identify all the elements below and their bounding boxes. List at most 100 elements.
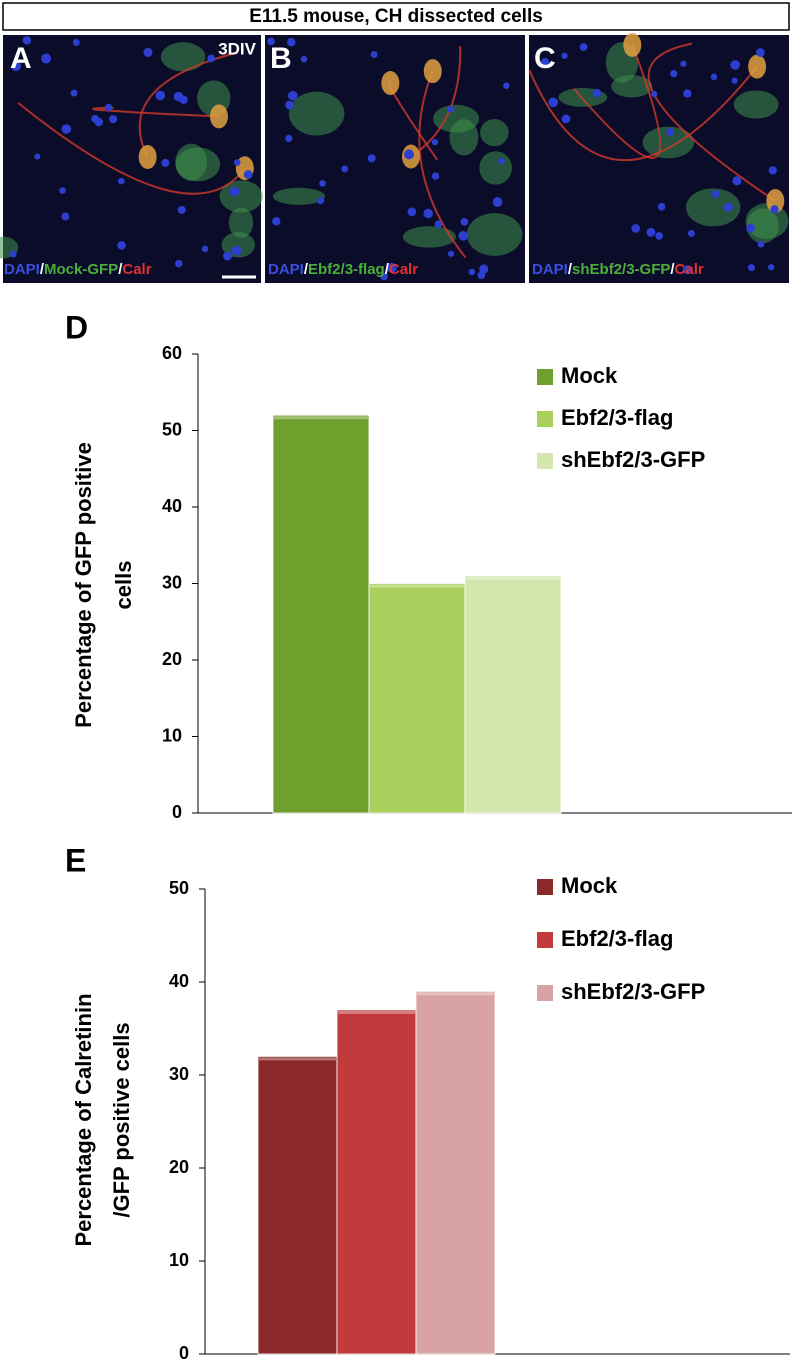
y-tick-label: 20 <box>162 649 182 669</box>
caption-part: DAPI <box>268 261 304 278</box>
nucleus <box>730 60 741 70</box>
nucleus <box>233 159 241 166</box>
nucleus <box>91 114 99 123</box>
nucleus <box>651 90 658 98</box>
nucleus <box>300 55 308 63</box>
nucleus <box>287 38 296 47</box>
nucleus <box>687 229 695 237</box>
bar <box>368 583 466 814</box>
nucleus <box>404 149 415 160</box>
cell-body <box>138 145 157 170</box>
nucleus <box>477 271 486 280</box>
caption-part: / <box>118 261 123 278</box>
nucleus <box>657 202 666 211</box>
bar-highlight <box>338 1010 415 1014</box>
nucleus <box>34 153 41 160</box>
cell-body <box>746 208 779 244</box>
nucleus <box>407 207 417 217</box>
legend-label: Mock <box>561 873 618 898</box>
neurite <box>92 106 220 118</box>
caption: DAPI/shEbf2/3-GFP/Calr <box>532 261 704 278</box>
caption: DAPI/Mock-GFP/Calr <box>4 261 152 278</box>
y-tick-label: 0 <box>179 1343 189 1359</box>
nucleus <box>431 172 440 180</box>
nucleus <box>680 60 687 67</box>
y-axis-label: /GFP positive cells <box>109 1022 134 1217</box>
legend-swatch <box>537 985 553 1001</box>
bar-highlight <box>370 584 464 588</box>
cell-body <box>175 147 221 182</box>
cell-body <box>433 104 480 133</box>
nucleus <box>540 57 550 67</box>
caption-part: / <box>670 261 675 278</box>
nucleus <box>285 100 294 110</box>
nucleus <box>579 43 588 52</box>
nucleus <box>267 37 275 46</box>
nucleus <box>561 114 571 124</box>
neurite <box>528 66 758 162</box>
panel-label: C <box>534 42 556 75</box>
nucleus <box>770 205 779 214</box>
bar <box>336 1009 417 1355</box>
nucleus <box>161 158 170 167</box>
nucleus <box>711 190 720 198</box>
y-axis-label: cells <box>111 561 136 610</box>
bar <box>257 1056 338 1355</box>
cell-body <box>288 91 345 136</box>
nucleus <box>755 48 765 57</box>
nucleus <box>319 180 326 187</box>
nucleus <box>423 208 433 219</box>
nucleus <box>143 47 153 57</box>
nucleus <box>317 197 325 205</box>
y-tick-label: 40 <box>169 971 189 991</box>
legend-swatch <box>537 369 553 385</box>
title-box <box>2 2 790 31</box>
nucleus <box>670 70 678 78</box>
nucleus <box>386 262 397 273</box>
cell-body <box>219 180 263 213</box>
nucleus <box>155 90 166 101</box>
y-tick-label: 0 <box>172 802 182 822</box>
cell-body <box>209 104 228 129</box>
caption-part: Calr <box>389 261 418 278</box>
figure-title: E11.5 mouse, CH dissected cells <box>249 6 543 27</box>
cell-body <box>160 42 206 72</box>
bar-highlight <box>417 992 494 996</box>
nucleus <box>631 224 640 233</box>
neurite <box>17 102 246 195</box>
legend-label: shEbf2/3-GFP <box>561 979 705 1004</box>
caption-part: DAPI <box>4 261 40 278</box>
caption-part: / <box>568 261 573 278</box>
nucleus <box>61 124 72 134</box>
caption-part: Ebf2/3-flag <box>308 261 385 278</box>
cell-body <box>402 226 456 248</box>
bar-highlight <box>466 576 560 580</box>
legend-swatch <box>537 453 553 469</box>
nucleus <box>177 205 186 214</box>
nucleus <box>72 38 80 46</box>
micrographs <box>0 32 789 283</box>
nucleus <box>175 259 183 268</box>
nucleus <box>70 89 78 97</box>
bar <box>272 414 370 814</box>
nucleus <box>118 177 125 185</box>
nucleus <box>731 77 738 84</box>
nucleus <box>341 165 349 173</box>
legend-swatch <box>537 879 553 895</box>
caption-part: shEbf2/3-GFP <box>572 261 670 278</box>
y-tick-label: 30 <box>162 572 182 592</box>
nucleus <box>655 232 664 240</box>
y-tick-label: 10 <box>169 1250 189 1270</box>
nucleus <box>231 245 242 256</box>
nucleus <box>460 217 469 226</box>
y-tick-label: 10 <box>162 725 182 745</box>
nucleus <box>468 268 476 276</box>
nucleus <box>447 105 455 113</box>
nucleus <box>723 202 733 212</box>
nucleus <box>229 186 240 197</box>
legend-label: Ebf2/3-flag <box>561 926 673 951</box>
panel-label: D <box>65 309 88 345</box>
y-tick-label: 30 <box>169 1064 189 1084</box>
nucleus <box>492 197 503 207</box>
